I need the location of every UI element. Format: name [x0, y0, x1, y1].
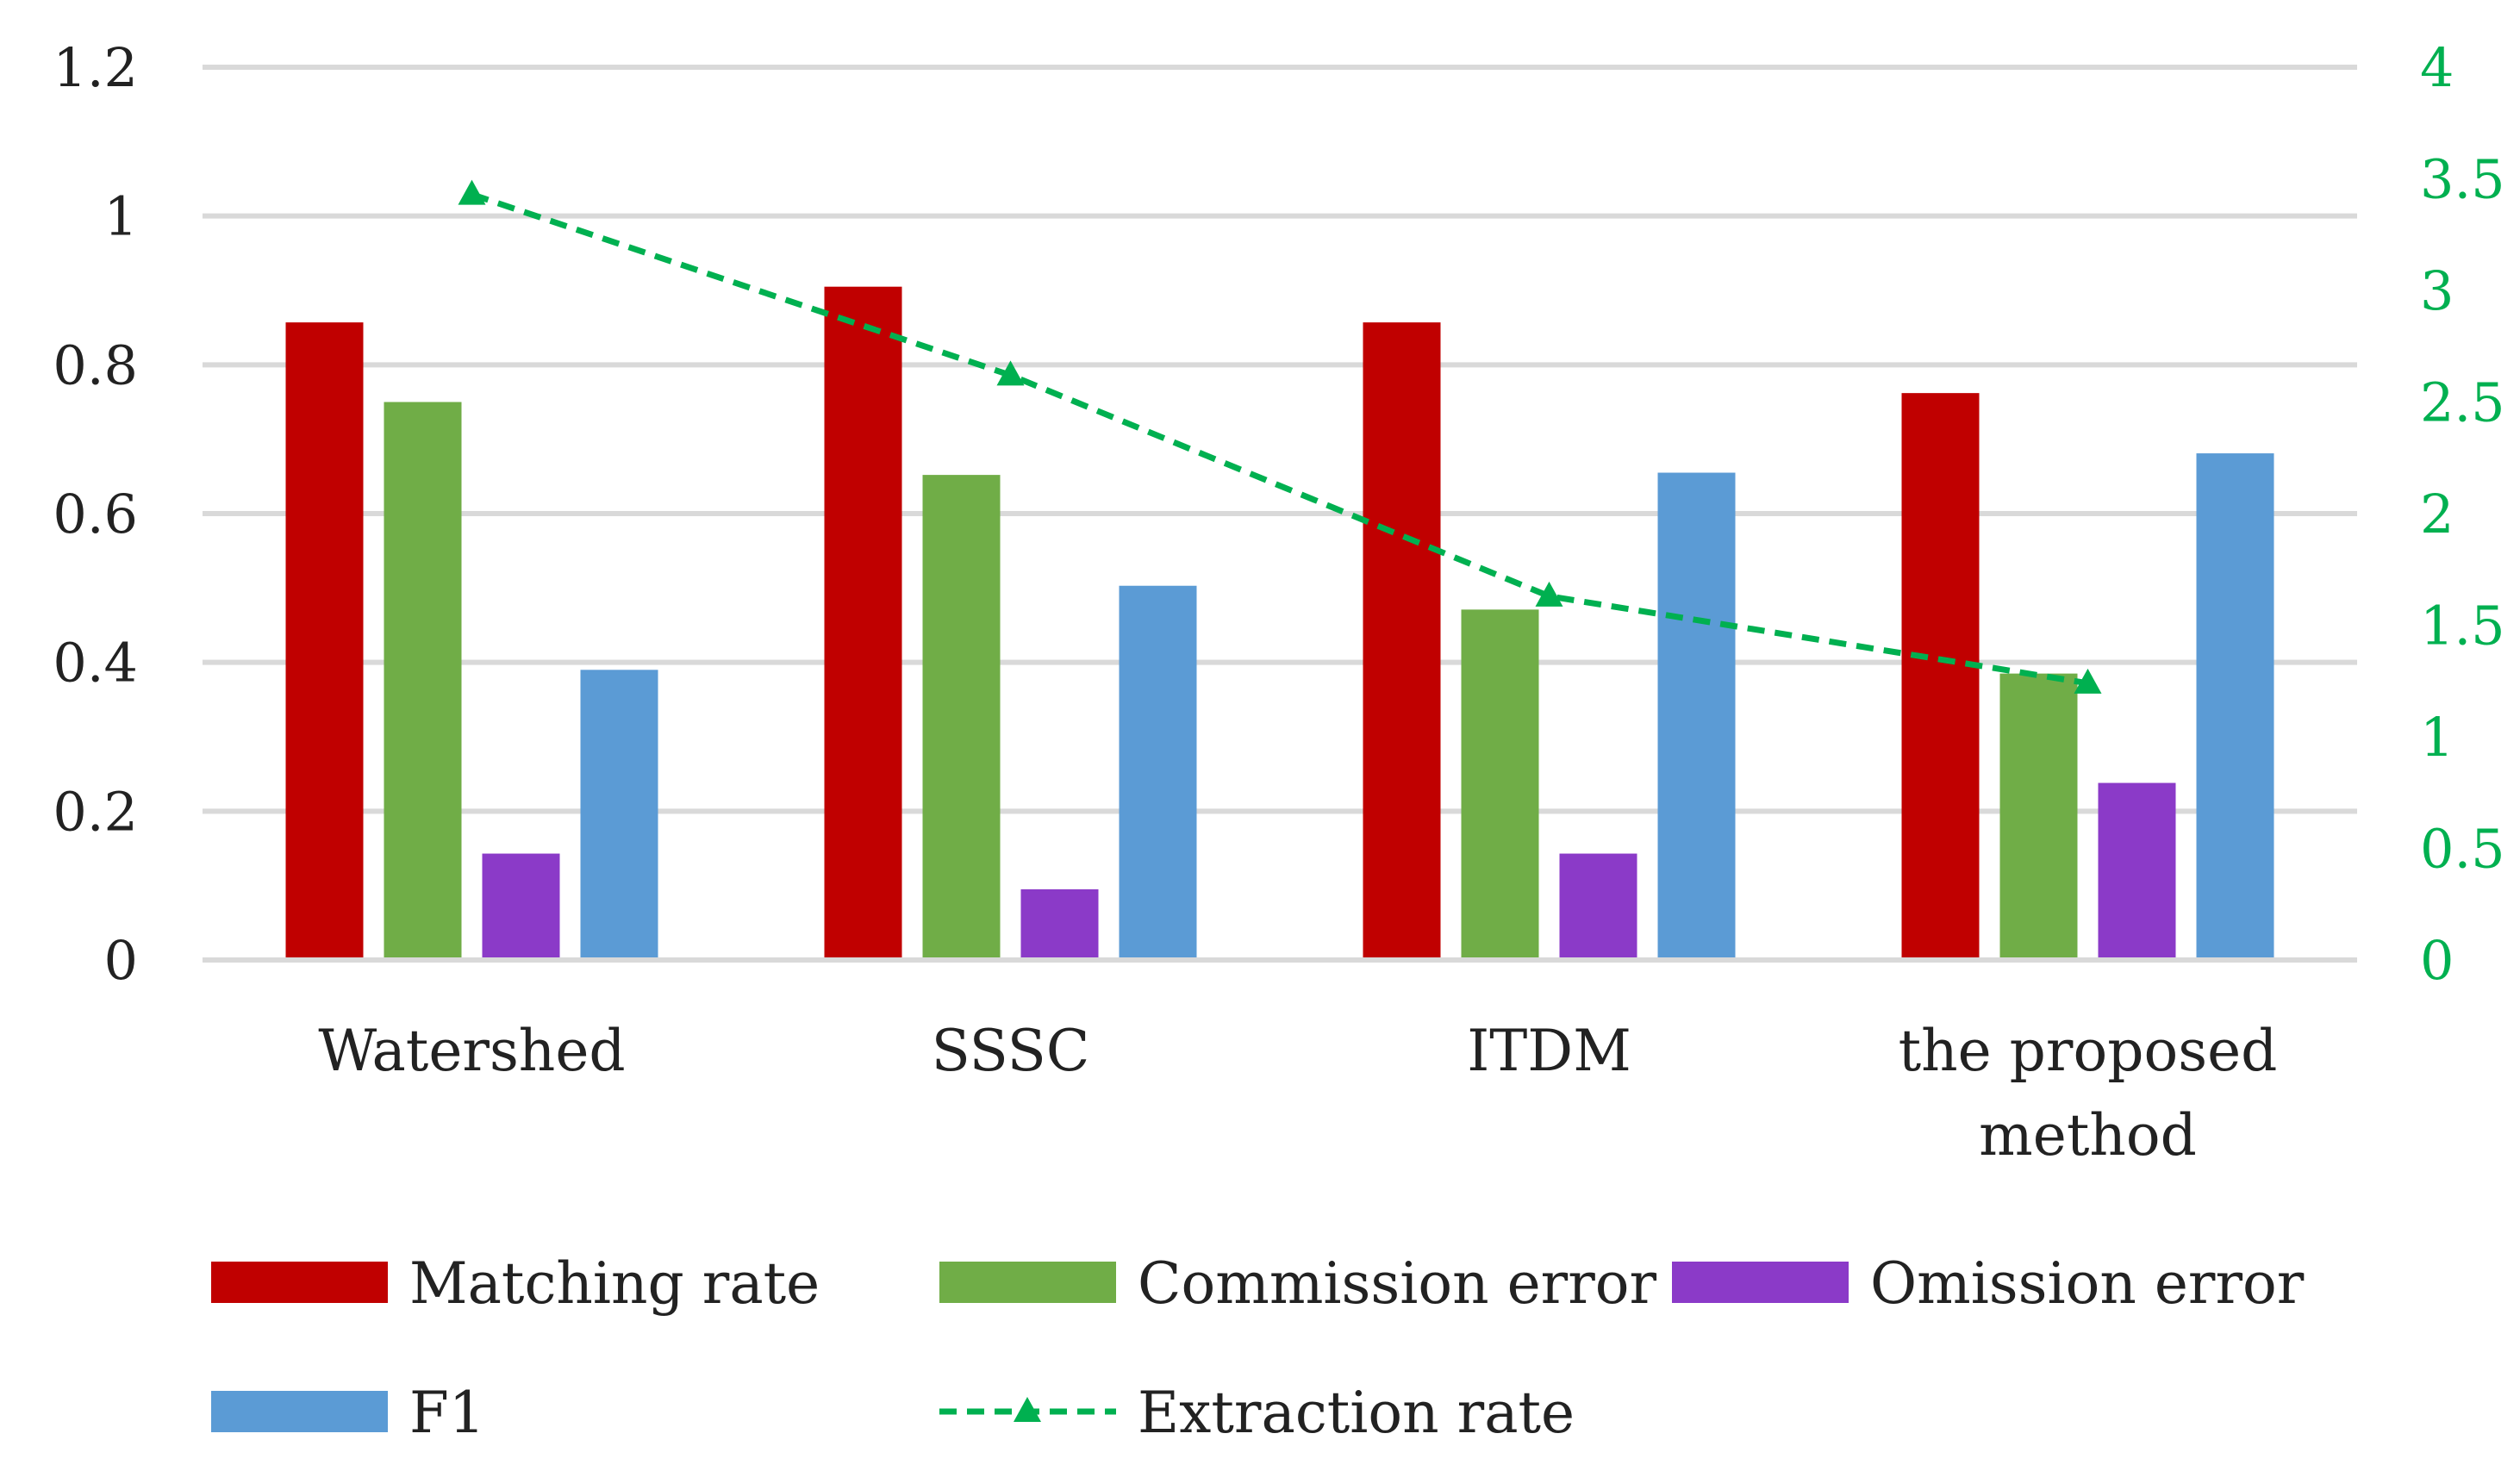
y-left-tick-label: 1: [104, 185, 138, 248]
bar-matching-rate-the-proposed-method: [1901, 393, 1980, 960]
legend-label-omission-error: Omission error: [1870, 1250, 2305, 1317]
legend-swatch-omission-error: [1672, 1262, 1849, 1303]
marker-extraction-rate-the-proposed-method: [2074, 668, 2102, 694]
y-left-tick-label: 1.2: [53, 36, 138, 99]
bar-matching-rate-sssc: [824, 286, 902, 960]
legend-swatch-matching-rate: [211, 1262, 388, 1303]
category-label-watershed: Watershed: [318, 1018, 625, 1084]
marker-extraction-rate-watershed: [458, 179, 486, 205]
legend-label-f1: F1: [409, 1380, 485, 1446]
y-right-tick-label: 0.5: [2420, 818, 2505, 881]
category-label-the-proposed-method: the proposed: [1899, 1018, 2278, 1084]
y-left-tick-label: 0.2: [53, 780, 138, 843]
bar-omission-error-itdm: [1559, 853, 1637, 960]
y-right-tick-label: 0: [2420, 929, 2454, 992]
category-label-sssc: SSSC: [932, 1018, 1090, 1084]
bar-omission-error-sssc: [1020, 888, 1099, 960]
legend-label-matching-rate: Matching rate: [409, 1250, 820, 1317]
bar-omission-error-the-proposed-method: [2098, 782, 2176, 960]
y-right-tick-label: 3.5: [2420, 148, 2505, 211]
legend-swatch-commission-error: [939, 1262, 1116, 1303]
bar-f1-the-proposed-method: [2196, 453, 2274, 960]
y-axis-left: 0 0.2 0.4 0.6 0.8 1 1.2: [53, 36, 138, 992]
extraction-rate-line-group: [458, 179, 2102, 694]
bar-f1-sssc: [1119, 585, 1197, 960]
legend-swatch-f1: [211, 1391, 388, 1432]
y-right-tick-label: 1.5: [2420, 595, 2505, 658]
bar-omission-error-watershed: [482, 853, 560, 960]
x-axis-categories: Watershed SSSC ITDM the proposed method: [318, 1018, 2277, 1169]
y-left-tick-label: 0.4: [53, 632, 138, 695]
marker-extraction-rate-sssc: [996, 360, 1025, 386]
bar-f1-itdm: [1657, 472, 1736, 960]
legend-item-omission-error: Omission error: [1672, 1250, 2305, 1317]
legend-label-commission-error: Commission error: [1138, 1250, 1656, 1317]
category-label-itdm: ITDM: [1467, 1018, 1631, 1084]
bar-f1-watershed: [580, 670, 658, 960]
y-axis-right: 0 0.5 1 1.5 2 2.5 3 3.5 4: [2420, 36, 2505, 992]
y-right-tick-label: 4: [2420, 36, 2454, 99]
legend-item-extraction-rate: Extraction rate: [939, 1380, 1575, 1446]
legend-item-f1: F1: [211, 1380, 485, 1446]
marker-extraction-rate-itdm: [1535, 581, 1563, 607]
legend-item-matching-rate: Matching rate: [211, 1250, 820, 1317]
legend-item-commission-error: Commission error: [939, 1250, 1656, 1317]
y-right-tick-label: 3: [2420, 259, 2454, 322]
bar-matching-rate-watershed: [285, 322, 364, 961]
bar-commission-error-the-proposed-method: [1999, 673, 2078, 960]
line-extraction-rate: [471, 191, 2089, 687]
y-right-tick-label: 2.5: [2420, 371, 2505, 434]
bar-commission-error-itdm: [1461, 609, 1539, 960]
bar-commission-error-sssc: [922, 475, 1001, 960]
bar-matching-rate-itdm: [1363, 322, 1441, 961]
legend-label-extraction-rate: Extraction rate: [1138, 1380, 1575, 1446]
legend: Matching rate Commission error Omission er…: [211, 1250, 2305, 1446]
y-right-tick-label: 1: [2420, 706, 2454, 769]
gridlines: [203, 65, 2357, 963]
category-label-the-proposed-method: method: [1979, 1102, 2197, 1169]
bar-commission-error-watershed: [384, 402, 462, 960]
y-left-tick-label: 0.8: [53, 333, 138, 396]
bars: [203, 286, 2357, 963]
y-left-tick-label: 0.6: [53, 483, 138, 545]
y-right-tick-label: 2: [2420, 483, 2454, 545]
legend-marker-extraction-rate: [1014, 1397, 1041, 1422]
y-left-tick-label: 0: [104, 929, 138, 992]
